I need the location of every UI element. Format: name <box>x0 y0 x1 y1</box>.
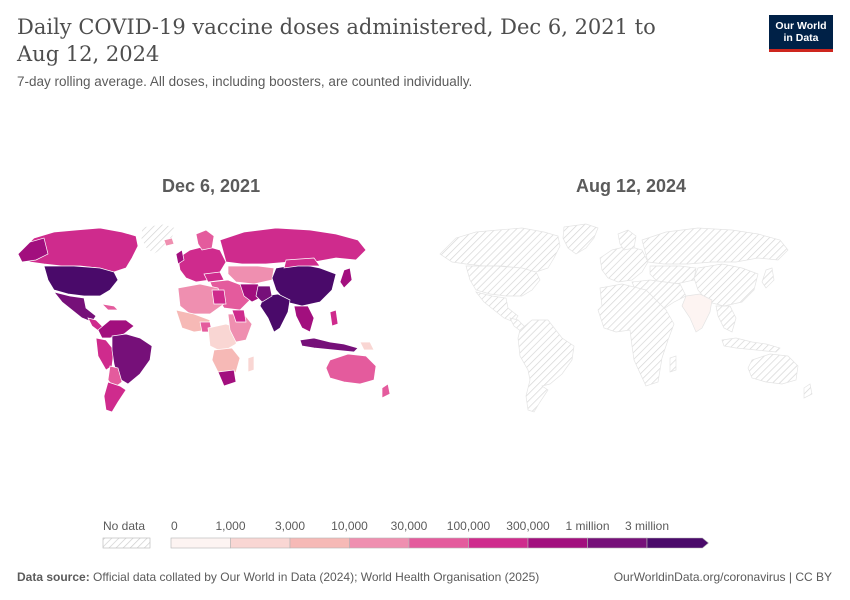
region-canada[interactable] <box>17 227 139 273</box>
region-peru[interactable] <box>95 337 115 371</box>
logo-line-1: Our World <box>775 20 827 32</box>
region-scandinavia[interactable] <box>195 229 215 251</box>
region-canada[interactable] <box>439 227 561 273</box>
region-greenland[interactable] <box>562 223 599 255</box>
legend-bin-2[interactable] <box>289 537 350 549</box>
region-usa[interactable] <box>465 265 541 297</box>
region-southeast-asia[interactable] <box>715 305 737 333</box>
region-new-zealand[interactable] <box>803 383 813 399</box>
legend-bin-label-0: 0 <box>171 519 178 533</box>
region-scandinavia[interactable] <box>617 229 637 251</box>
region-mexico[interactable] <box>475 291 519 323</box>
region-japan[interactable] <box>339 267 353 289</box>
region-china[interactable] <box>693 263 759 307</box>
region-uk[interactable] <box>175 249 185 265</box>
region-southeast-asia[interactable] <box>293 305 315 333</box>
region-colombia-venezuela[interactable] <box>97 319 135 339</box>
region-russia[interactable] <box>219 227 367 265</box>
legend-bin-label-7: 1 million <box>565 519 609 533</box>
region-india[interactable] <box>681 293 713 333</box>
region-indonesia[interactable] <box>299 337 359 353</box>
region-png[interactable] <box>359 341 375 351</box>
region-pakistan[interactable] <box>255 285 273 303</box>
region-australia[interactable] <box>325 353 377 385</box>
region-ethiopia[interactable] <box>231 309 247 323</box>
legend-bin-label-1: 1,000 <box>215 519 245 533</box>
legend-bin-label-4: 30,000 <box>391 519 428 533</box>
logo-line-2: in Data <box>783 32 819 44</box>
region-philippines[interactable] <box>329 309 339 327</box>
region-africa[interactable] <box>597 283 675 387</box>
region-greenland[interactable] <box>140 223 177 255</box>
region-brazil[interactable] <box>111 333 153 385</box>
world-map-dec-2021[interactable] <box>14 210 414 420</box>
legend-bin-7[interactable] <box>587 537 648 549</box>
region-china[interactable] <box>271 263 337 307</box>
legend-bin-label-3: 10,000 <box>331 519 368 533</box>
legend-bin-6[interactable] <box>527 537 588 549</box>
region-alaska[interactable] <box>17 237 49 263</box>
region-india[interactable] <box>259 293 291 333</box>
region-japan[interactable] <box>761 267 775 289</box>
region-europe[interactable] <box>599 245 649 283</box>
legend-bin-label-5: 100,000 <box>447 519 491 533</box>
region-mexico[interactable] <box>53 291 97 323</box>
region-south-america[interactable] <box>517 319 575 413</box>
legend-bin-label-8: 3 million <box>625 519 669 533</box>
footer-url[interactable]: OurWorldinData.org/coronavirus | CC BY <box>613 570 832 584</box>
region-central-asia[interactable] <box>227 265 275 285</box>
legend-bin-3[interactable] <box>349 537 410 549</box>
footer-source-label: Data source: <box>17 570 90 584</box>
region-madagascar[interactable] <box>669 355 677 373</box>
region-russia[interactable] <box>641 227 789 265</box>
legend-bin-5[interactable] <box>468 537 529 549</box>
chart-title: Daily COVID-19 vaccine doses administere… <box>17 15 656 66</box>
world-map-aug-2024[interactable] <box>436 210 836 420</box>
legend-bin-label-6: 300,000 <box>506 519 550 533</box>
chart-subtitle: 7-day rolling average. All doses, includ… <box>17 74 473 89</box>
region-argentina[interactable] <box>103 381 127 413</box>
owid-logo[interactable]: Our World in Data <box>769 15 833 52</box>
legend-bin-label-2: 3,000 <box>275 519 305 533</box>
legend[interactable]: 0 1,000 3,000 10,000 30,000 100,000 300,000 1 m… <box>0 515 850 555</box>
region-mongolia[interactable] <box>283 257 321 269</box>
region-australia[interactable] <box>747 353 799 385</box>
region-madagascar[interactable] <box>247 355 255 373</box>
legend-bin-0[interactable] <box>170 537 231 549</box>
legend-no-data-label: No data <box>103 519 146 533</box>
footer-source-text: Official data collated by Our World in D… <box>93 570 540 584</box>
legend-bin-1[interactable] <box>230 537 291 549</box>
region-egypt[interactable] <box>211 289 227 305</box>
map-title-left: Dec 6, 2021 <box>162 176 261 196</box>
map-title-right: Aug 12, 2024 <box>576 176 687 196</box>
legend-bin-4[interactable] <box>408 537 469 549</box>
region-caribbean[interactable] <box>100 303 119 311</box>
region-indonesia[interactable] <box>721 337 781 353</box>
region-new-zealand[interactable] <box>381 383 391 399</box>
legend-bin-8[interactable] <box>646 537 709 549</box>
legend-no-data-swatch <box>102 537 151 549</box>
footer-source: Data source: Official data collated by O… <box>17 570 539 584</box>
region-usa[interactable] <box>43 265 119 297</box>
region-turkey[interactable] <box>203 271 225 283</box>
region-iceland[interactable] <box>163 237 175 247</box>
region-central-asia[interactable] <box>649 265 697 285</box>
region-south-africa[interactable] <box>217 369 237 387</box>
